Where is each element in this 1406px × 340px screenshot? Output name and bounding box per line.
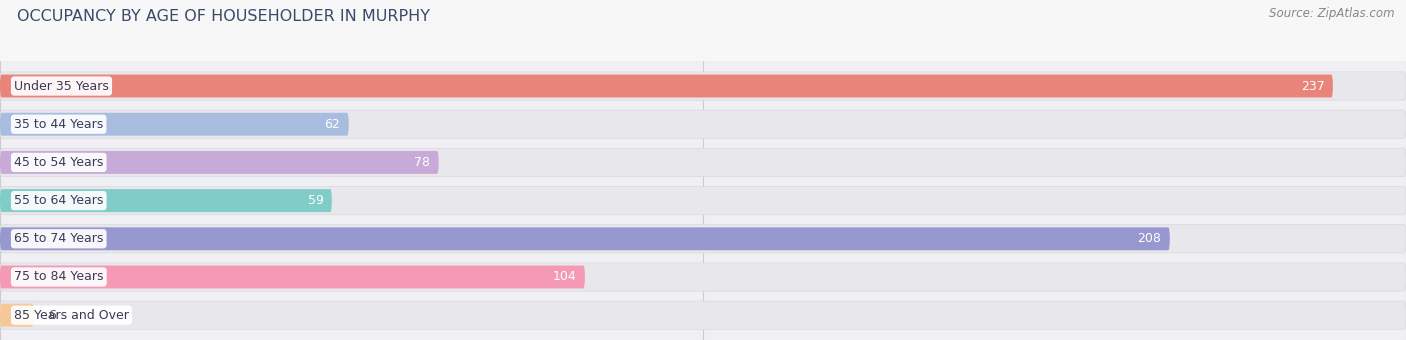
FancyBboxPatch shape [0,110,1406,138]
Text: 65 to 74 Years: 65 to 74 Years [14,232,104,245]
Text: 104: 104 [553,271,576,284]
Text: 85 Years and Over: 85 Years and Over [14,309,129,322]
Text: 78: 78 [415,156,430,169]
FancyBboxPatch shape [0,189,332,212]
FancyBboxPatch shape [0,301,1406,329]
FancyBboxPatch shape [0,266,585,288]
Text: Source: ZipAtlas.com: Source: ZipAtlas.com [1270,7,1395,20]
FancyBboxPatch shape [0,113,349,136]
FancyBboxPatch shape [0,74,1333,98]
Text: 59: 59 [308,194,323,207]
FancyBboxPatch shape [0,304,34,327]
Text: 237: 237 [1301,80,1324,92]
Text: 35 to 44 Years: 35 to 44 Years [14,118,103,131]
Text: 62: 62 [325,118,340,131]
FancyBboxPatch shape [0,263,1406,291]
FancyBboxPatch shape [0,225,1406,253]
FancyBboxPatch shape [0,151,439,174]
FancyBboxPatch shape [0,72,1406,100]
FancyBboxPatch shape [0,227,1170,250]
Text: OCCUPANCY BY AGE OF HOUSEHOLDER IN MURPHY: OCCUPANCY BY AGE OF HOUSEHOLDER IN MURPH… [17,9,430,24]
FancyBboxPatch shape [0,148,1406,176]
Text: Under 35 Years: Under 35 Years [14,80,108,92]
Text: 6: 6 [48,309,56,322]
Text: 208: 208 [1137,232,1161,245]
Text: 75 to 84 Years: 75 to 84 Years [14,271,104,284]
FancyBboxPatch shape [0,186,1406,215]
Text: 45 to 54 Years: 45 to 54 Years [14,156,104,169]
Text: 55 to 64 Years: 55 to 64 Years [14,194,104,207]
